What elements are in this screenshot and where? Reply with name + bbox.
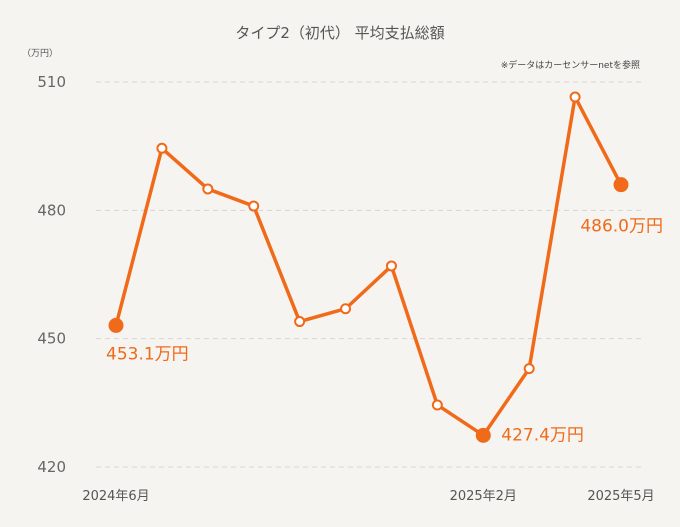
highlight-point — [108, 317, 124, 333]
x-tick-label: 2024年6月 — [82, 489, 149, 504]
series-line-segment — [527, 95, 577, 371]
series-line-segment — [251, 204, 302, 324]
x-tick-label: 2025年2月 — [450, 489, 517, 504]
series-line-segment — [573, 95, 623, 187]
series-line-segment — [160, 146, 210, 191]
data-point — [202, 183, 214, 195]
y-unit-label: （万円） — [22, 48, 58, 59]
y-tick-label: 510 — [37, 73, 66, 91]
data-point — [248, 200, 260, 212]
source-note: ※データはカーセンサーnetを参照 — [501, 59, 640, 71]
series-line-segment — [389, 264, 440, 407]
series-line-segment — [297, 306, 348, 324]
data-label: 453.1万円 — [106, 344, 189, 364]
highlight-point — [475, 427, 491, 443]
data-point — [294, 316, 306, 328]
highlight-point — [613, 177, 629, 193]
y-tick-label: 420 — [37, 458, 66, 476]
data-point — [385, 260, 397, 272]
series-line-segment — [114, 146, 164, 328]
chart-title: タイプ2（初代） 平均支払総額 — [235, 24, 444, 42]
series-line-segment — [343, 264, 394, 311]
data-point — [340, 303, 352, 315]
data-label: 486.0万円 — [580, 217, 663, 237]
data-label: 427.4万円 — [501, 425, 584, 445]
y-tick-label: 480 — [37, 201, 66, 219]
series-line-segment — [481, 366, 531, 438]
series-line-segment — [206, 187, 256, 208]
series-line-segment — [435, 403, 486, 438]
data-point — [569, 91, 581, 103]
y-tick-label: 450 — [37, 330, 66, 348]
x-tick-label: 2025年5月 — [587, 489, 654, 504]
data-point — [156, 142, 168, 154]
data-point — [431, 399, 443, 411]
data-point — [523, 363, 535, 375]
